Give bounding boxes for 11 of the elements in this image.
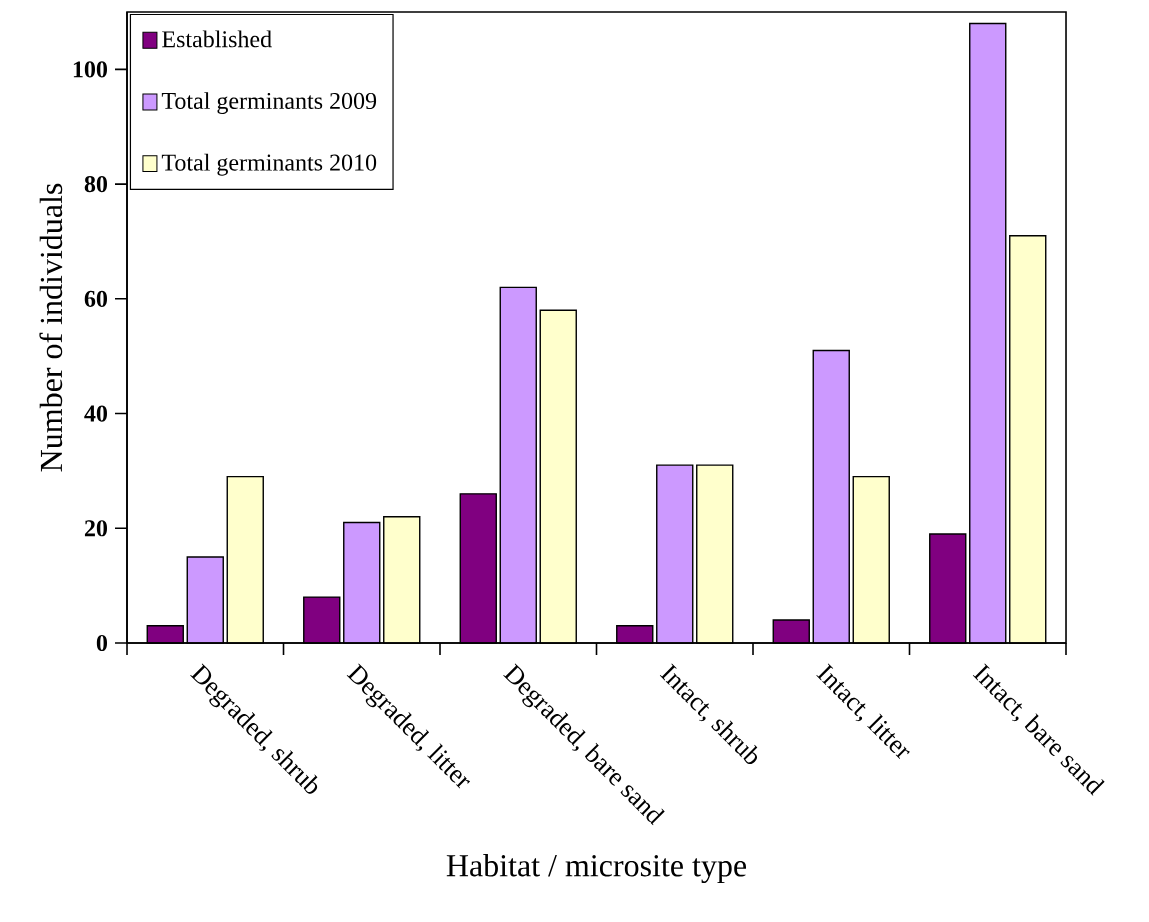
y-tick-label: 40: [84, 405, 108, 422]
y-axis-title: Number of individuals: [39, 183, 63, 472]
legend-label: Established: [162, 30, 272, 48]
legend-label: Total germinants 2010: [161, 153, 377, 176]
legend-label: Total germinants 2009: [161, 92, 377, 114]
x-axis-title: Habitat / microsite type: [446, 853, 747, 884]
y-tick-label: 60: [84, 290, 108, 307]
y-tick-label: 20: [84, 520, 108, 537]
y-tick-label: 100: [73, 61, 108, 78]
y-tick-label: 80: [84, 175, 108, 193]
y-tick-label: 0: [96, 634, 108, 652]
